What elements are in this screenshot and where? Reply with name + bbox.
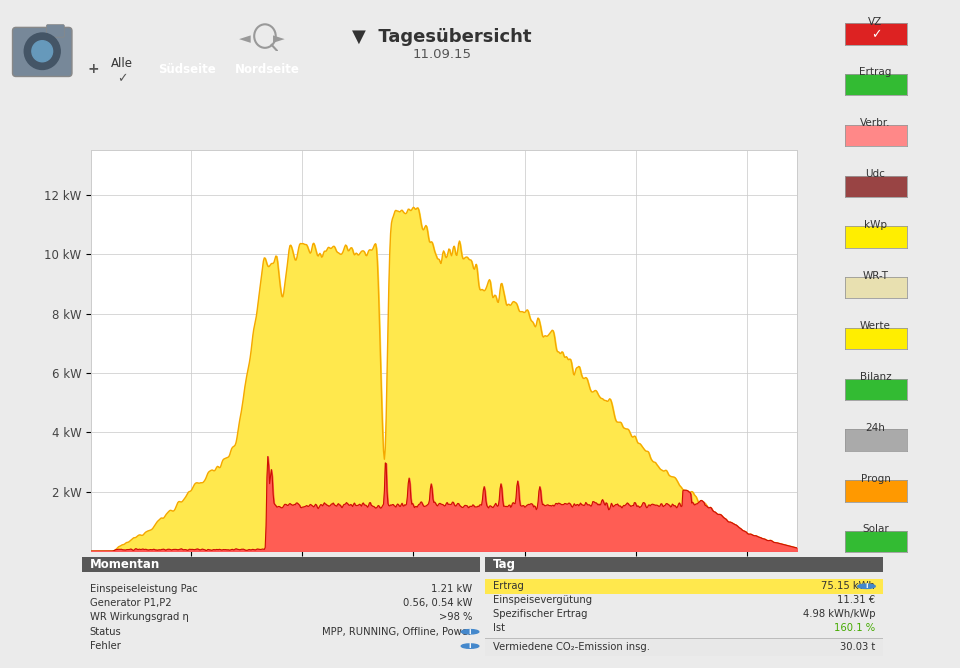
FancyBboxPatch shape (485, 557, 883, 572)
Text: 24h: 24h (866, 423, 885, 433)
Text: VZ: VZ (869, 17, 882, 27)
Text: Alle: Alle (111, 57, 132, 70)
Text: Werte: Werte (860, 321, 891, 331)
Text: 1.21 kW: 1.21 kW (431, 584, 472, 594)
Text: Fehler: Fehler (89, 641, 120, 651)
Text: Einspeisevergütung: Einspeisevergütung (492, 595, 592, 605)
Text: Generator P1,P2: Generator P1,P2 (89, 598, 171, 608)
Text: Verbr.: Verbr. (860, 118, 891, 128)
Text: 4.98 kWh/kWp: 4.98 kWh/kWp (803, 609, 876, 619)
Text: i: i (865, 583, 868, 589)
FancyBboxPatch shape (485, 638, 883, 656)
Text: 30.03 t: 30.03 t (840, 642, 876, 652)
Text: MPP, RUNNING, Offline, Power: MPP, RUNNING, Offline, Power (322, 627, 472, 637)
Text: Momentan: Momentan (89, 558, 159, 571)
Text: Udc: Udc (866, 169, 885, 179)
Text: 0.56, 0.54 kW: 0.56, 0.54 kW (402, 598, 472, 608)
Text: Einspeiseleistung Pac: Einspeiseleistung Pac (89, 584, 198, 594)
Text: ▼  Tagesübersicht: ▼ Tagesübersicht (352, 28, 531, 45)
Text: WR Wirkungsgrad η: WR Wirkungsgrad η (89, 613, 188, 623)
Text: Südseite: Südseite (158, 63, 216, 76)
Circle shape (24, 33, 60, 69)
Text: Ertrag: Ertrag (859, 67, 892, 77)
Text: Spezifischer Ertrag: Spezifischer Ertrag (492, 609, 588, 619)
Text: 160.1 %: 160.1 % (834, 623, 876, 633)
Text: i: i (468, 643, 471, 649)
Text: Ertrag: Ertrag (492, 581, 523, 591)
Text: Progn: Progn (860, 474, 891, 484)
Text: 75.15 kWh: 75.15 kWh (822, 581, 876, 591)
Text: Solar: Solar (862, 524, 889, 534)
Text: ✓: ✓ (117, 72, 127, 86)
Circle shape (32, 41, 53, 61)
Text: Nordseite: Nordseite (234, 63, 300, 76)
Circle shape (461, 629, 479, 634)
FancyBboxPatch shape (82, 557, 480, 572)
Text: ►: ► (273, 31, 284, 46)
Text: i: i (468, 629, 471, 635)
Text: 11.09.15: 11.09.15 (412, 48, 471, 61)
Circle shape (461, 644, 479, 648)
FancyBboxPatch shape (485, 579, 883, 594)
Text: Status: Status (89, 627, 121, 637)
Text: >98 %: >98 % (439, 613, 472, 623)
Text: +: + (87, 63, 99, 76)
Circle shape (857, 584, 876, 589)
Text: Bilanz: Bilanz (860, 372, 891, 382)
Text: ✓: ✓ (871, 29, 881, 41)
Text: Tag: Tag (492, 558, 516, 571)
Text: Vermiedene CO₂-Emission insg.: Vermiedene CO₂-Emission insg. (492, 642, 650, 652)
Text: Ist: Ist (492, 623, 505, 633)
FancyBboxPatch shape (46, 25, 64, 37)
Text: WR-T: WR-T (862, 271, 889, 281)
Text: kWp: kWp (864, 220, 887, 230)
Text: ◄: ◄ (239, 31, 251, 46)
Text: 11.31 €: 11.31 € (837, 595, 876, 605)
FancyBboxPatch shape (12, 27, 72, 76)
